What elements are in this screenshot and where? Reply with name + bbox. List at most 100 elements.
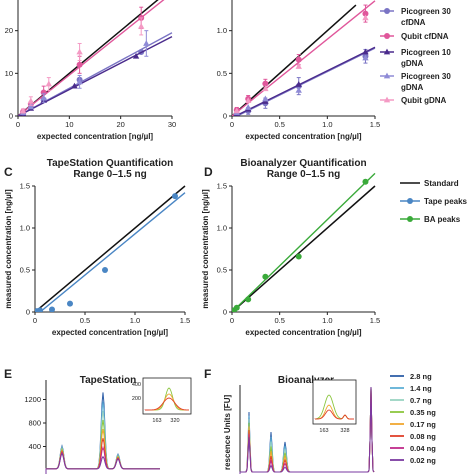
y-tick-label: 0 (9, 112, 13, 121)
fit-line (232, 172, 376, 312)
panel-A: 0 10 20 30 0 10 20 expected concentration [ng/µ… (5, 0, 176, 141)
legend-marker (384, 8, 390, 14)
legend-label: Picogreen 10 (401, 48, 451, 57)
inset-x-tick-label: 163 (152, 418, 161, 424)
data-point (362, 14, 369, 21)
y-tick-label: 0 (26, 308, 30, 317)
data-point (172, 193, 178, 200)
y-axis-label: measured concentration [ng/µl] (201, 189, 210, 309)
x-tick-label: 0.5 (80, 316, 90, 325)
data-point (76, 61, 83, 68)
data-point (37, 307, 43, 312)
y-tick-label: 1200 (24, 395, 41, 404)
y-tick-label: 0 (223, 308, 227, 317)
y-tick-label: 10 (5, 69, 13, 78)
legend-label: Qubit cfDNA (401, 32, 449, 41)
legend-label: 1.4 ng (410, 384, 432, 393)
x-axis-label: expected concentration [ng/µl] (52, 328, 169, 337)
data-point (262, 80, 269, 87)
x-tick-label: 0 (230, 316, 234, 325)
inset-x-tick-label: 163 (319, 428, 328, 434)
inset-y-tick-label: 400 (132, 382, 141, 388)
x-tick-label: 1.5 (180, 316, 190, 325)
x-tick-label: 0.5 (274, 120, 284, 129)
legend-label: Picogreen 30 (401, 7, 451, 16)
legend-marker (407, 216, 413, 222)
y-tick-label: 0.5 (217, 69, 227, 78)
data-point (262, 95, 269, 102)
x-axis-label: expected concentration [ng/µl] (245, 132, 362, 141)
data-point (132, 52, 140, 59)
x-axis-label: expected concentration [ng/µl] (37, 132, 154, 141)
standard-line (35, 185, 186, 312)
panel-B: 0 0.5 1.0 1.5 0 0.5 1.0 expected concentration … (217, 0, 380, 141)
x-tick-label: 20 (116, 120, 124, 129)
legend-marker (383, 96, 391, 103)
legend-marker (383, 72, 391, 79)
standard-line (232, 185, 376, 312)
data-point (76, 48, 83, 55)
panel-D: 0 0.5 1.0 1.5 0 0.5 1.0 1.5 expected concentrati… (201, 158, 380, 337)
y-tick-label: 400 (28, 442, 41, 451)
x-tick-label: 1.5 (370, 316, 380, 325)
y-tick-label: 0.5 (20, 266, 30, 275)
x-tick-label: 1.0 (130, 316, 140, 325)
legend-label: 0.7 ng (410, 396, 432, 405)
legend-label: 0.02 ng (410, 456, 436, 465)
legend-marker (407, 198, 413, 204)
data-point (40, 94, 47, 101)
data-point (102, 267, 108, 273)
y-tick-label: 800 (28, 419, 41, 428)
data-point (138, 23, 145, 29)
panel-title: TapeStation (80, 375, 136, 386)
data-point (143, 40, 150, 46)
data-point (262, 85, 269, 92)
panel-title: Bioanalyzer (278, 375, 334, 386)
data-point (362, 178, 369, 185)
x-tick-label: 0 (16, 120, 20, 129)
y-tick-label: 1.5 (217, 182, 227, 191)
legend-label: cfDNA (401, 18, 426, 27)
trace (45, 452, 160, 474)
y-tick-label: 0 (223, 112, 227, 121)
legend-label: gDNA (401, 83, 423, 92)
x-tick-label: 10 (65, 120, 73, 129)
legend-label: 0.08 ng (410, 432, 436, 441)
data-point (295, 56, 302, 63)
panel-title: Range 0–1.5 ng (267, 169, 340, 180)
plot-area (35, 185, 186, 312)
y-tick-label: 20 (5, 26, 13, 35)
data-point (71, 82, 78, 89)
panel-letter-d: D (204, 165, 213, 179)
plot-area (232, 172, 376, 312)
data-point (233, 107, 240, 114)
data-point (49, 306, 55, 312)
fit-line (232, 0, 376, 116)
x-tick-label: 1.5 (370, 120, 380, 129)
legend-cd: Standard Tape peaks BA peaks (400, 179, 468, 224)
x-tick-label: 0 (230, 120, 234, 129)
fit-line (235, 47, 376, 116)
panel-title: Bioanalyzer Quantification (240, 158, 366, 169)
data-point (45, 80, 52, 87)
data-point (295, 81, 302, 87)
x-tick-label: 0 (33, 316, 37, 325)
x-tick-label: 0.5 (274, 316, 284, 325)
data-point (295, 87, 302, 93)
data-point (27, 97, 35, 104)
standard-line (232, 4, 357, 116)
data-point (27, 103, 35, 110)
inset-x-tick-label: 320 (170, 418, 179, 424)
panel-C: 0 0.5 1.0 1.5 0 0.5 1.0 1.5 expected concentrati… (4, 158, 190, 337)
fit-line (233, 46, 376, 116)
inset-trace (144, 397, 190, 411)
legend-marker (383, 48, 391, 55)
y-tick-label: 1.0 (217, 224, 227, 233)
y-tick-label: 1.0 (20, 224, 30, 233)
fit-line (18, 36, 173, 116)
panel-letter-e: E (4, 367, 12, 381)
x-tick-label: 1.0 (322, 120, 332, 129)
data-point (262, 273, 269, 280)
